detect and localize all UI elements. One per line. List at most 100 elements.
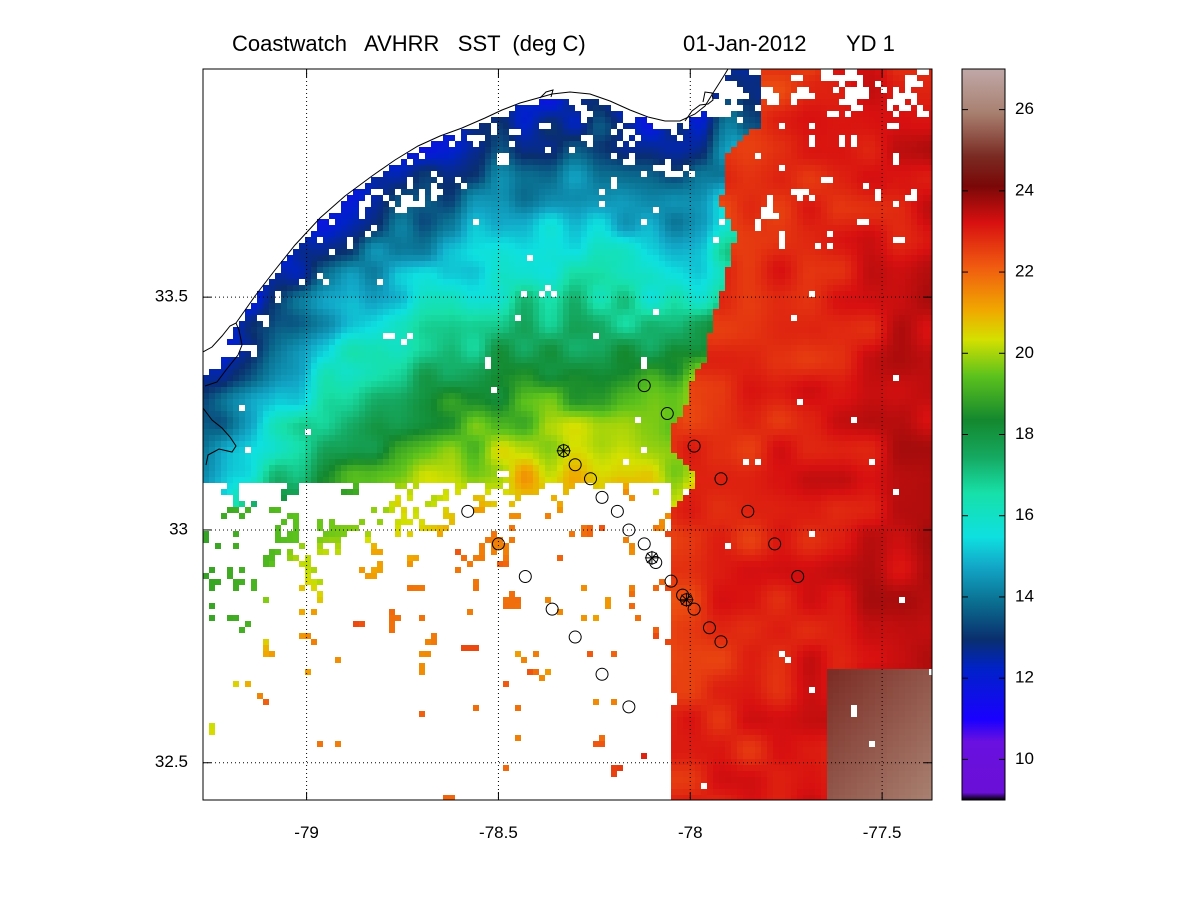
sst-pixel xyxy=(383,369,389,375)
sst-pixel xyxy=(761,75,767,81)
sst-pixel xyxy=(323,315,329,321)
sst-pixel xyxy=(461,375,467,381)
sst-pixel xyxy=(773,357,779,363)
sst-pixel xyxy=(251,363,257,369)
sst-pixel xyxy=(635,141,641,147)
sst-pixel xyxy=(851,345,857,351)
sst-pixel xyxy=(641,387,647,393)
sst-pixel xyxy=(347,267,353,273)
sst-pixel xyxy=(743,183,749,189)
sst-pixel xyxy=(917,363,923,369)
sst-pixel xyxy=(647,297,653,303)
sst-pixel xyxy=(917,129,923,135)
sst-pixel xyxy=(611,375,617,381)
sst-pixel xyxy=(605,165,611,171)
sst-pixel xyxy=(701,159,707,165)
sst-pixel xyxy=(623,213,629,219)
sst-pixel xyxy=(593,249,599,255)
sst-pixel xyxy=(599,357,605,363)
sst-pixel xyxy=(605,183,611,189)
sst-pixel xyxy=(863,135,869,141)
sst-pixel xyxy=(305,369,311,375)
sst-pixel xyxy=(755,321,761,327)
sst-pixel xyxy=(833,363,839,369)
sst-pixel xyxy=(389,171,395,177)
sst-pixel xyxy=(365,327,371,333)
sst-pixel xyxy=(503,273,509,279)
sst-pixel xyxy=(893,297,899,303)
sst-pixel xyxy=(845,153,851,159)
sst-pixel xyxy=(839,357,845,363)
sst-pixel xyxy=(821,213,827,219)
sst-pixel xyxy=(761,255,767,261)
sst-pixel xyxy=(833,273,839,279)
sst-pixel xyxy=(929,105,932,111)
sst-pixel xyxy=(419,237,425,243)
sst-pixel xyxy=(737,225,743,231)
sst-pixel xyxy=(809,297,815,303)
sst-pixel xyxy=(479,351,485,357)
sst-pixel xyxy=(449,369,455,375)
sst-pixel xyxy=(851,237,857,243)
sst-pixel xyxy=(389,285,395,291)
sst-pixel xyxy=(539,327,545,333)
sst-pixel xyxy=(623,201,629,207)
sst-pixel xyxy=(539,243,545,249)
sst-pixel xyxy=(245,399,251,405)
sst-pixel xyxy=(761,291,767,297)
sst-pixel xyxy=(851,357,857,363)
sst-pixel xyxy=(437,261,443,267)
sst-pixel xyxy=(293,267,299,273)
sst-pixel xyxy=(731,189,737,195)
sst-pixel xyxy=(527,315,533,321)
sst-pixel xyxy=(743,231,749,237)
sst-pixel xyxy=(431,303,437,309)
sst-pixel xyxy=(827,339,833,345)
sst-pixel xyxy=(443,339,449,345)
sst-pixel xyxy=(527,321,533,327)
sst-pixel xyxy=(257,387,263,393)
sst-pixel xyxy=(695,267,701,273)
sst-pixel xyxy=(533,273,539,279)
sst-pixel xyxy=(569,387,575,393)
sst-pixel xyxy=(461,285,467,291)
sst-pixel xyxy=(845,327,851,333)
sst-pixel xyxy=(797,387,803,393)
sst-pixel xyxy=(575,339,581,345)
sst-pixel xyxy=(503,117,509,123)
sst-pixel xyxy=(641,255,647,261)
sst-pixel xyxy=(791,219,797,225)
sst-pixel xyxy=(557,141,563,147)
sst-pixel xyxy=(893,147,899,153)
sst-pixel xyxy=(503,279,509,285)
sst-pixel xyxy=(305,387,311,393)
sst-pixel xyxy=(845,387,851,393)
sst-pixel xyxy=(317,399,323,405)
sst-pixel xyxy=(713,273,719,279)
sst-pixel xyxy=(389,261,395,267)
sst-pixel xyxy=(503,387,509,393)
sst-pixel xyxy=(533,231,539,237)
sst-pixel xyxy=(785,267,791,273)
sst-pixel xyxy=(833,285,839,291)
sst-pixel xyxy=(659,213,665,219)
sst-pixel xyxy=(491,207,497,213)
sst-pixel xyxy=(893,291,899,297)
sst-pixel xyxy=(515,171,521,177)
sst-pixel xyxy=(587,129,593,135)
sst-pixel xyxy=(239,363,245,369)
sst-pixel xyxy=(335,351,341,357)
sst-pixel xyxy=(617,231,623,237)
sst-pixel xyxy=(407,297,413,303)
sst-pixel xyxy=(683,153,689,159)
sst-pixel xyxy=(611,195,617,201)
sst-pixel xyxy=(341,303,347,309)
sst-pixel xyxy=(581,291,587,297)
sst-pixel xyxy=(485,183,491,189)
sst-pixel xyxy=(767,117,773,123)
sst-pixel xyxy=(293,387,299,393)
sst-pixel xyxy=(419,351,425,357)
sst-pixel xyxy=(791,363,797,369)
sst-pixel xyxy=(821,123,827,129)
sst-pixel xyxy=(863,99,869,105)
